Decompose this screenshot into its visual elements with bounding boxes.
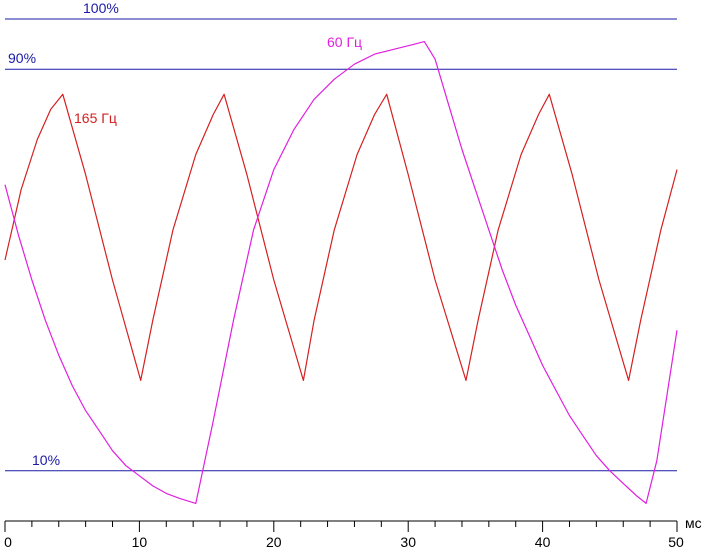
x-tick-label: 20 (266, 534, 282, 549)
x-tick-label: 40 (535, 534, 551, 549)
x-tick-label: 10 (132, 534, 148, 549)
series-line-1 (4, 40, 678, 504)
reference-label-10: 10% (32, 452, 60, 468)
x-tick-label: 50 (668, 534, 684, 549)
x-tick-label: 0 (4, 534, 12, 549)
series-label-1: 60 Гц (327, 34, 362, 50)
reference-lines: 100% 90% 10% (5, 0, 677, 472)
series-line-0 (4, 93, 678, 381)
x-axis-label: мс (685, 515, 702, 531)
reference-label-100: 100% (83, 0, 119, 16)
series-label-0: 165 Гц (74, 110, 117, 126)
x-tick-label: 30 (400, 534, 416, 549)
reference-label-90: 90% (8, 50, 36, 66)
series-lines: 165 Гц 60 Гц (4, 34, 678, 504)
